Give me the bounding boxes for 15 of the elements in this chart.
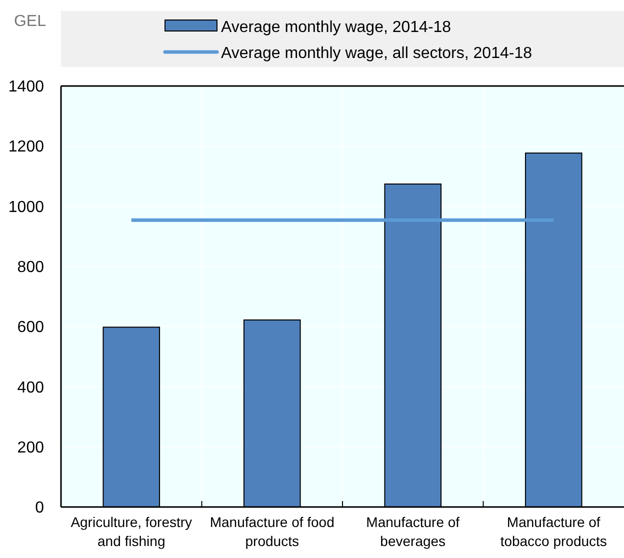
legend-label: Average monthly wage, all sectors, 2014-18 [221,45,532,62]
x-tick-label: Manufacture of beverages [366,514,460,549]
y-tick-label: 400 [17,379,44,396]
y-tick-label: 600 [17,319,44,336]
x-tick-label: Agriculture, forestry and fishing [70,514,192,549]
y-tick-label: 1200 [8,138,44,156]
y-tick-label: 800 [17,259,44,276]
y-tick-label: 200 [17,439,44,456]
y-tick-label: 1400 [8,78,44,96]
x-tick-label: Manufacture of food products [210,514,334,549]
y-axis-title: GEL [14,13,46,30]
y-tick-label: 0 [35,500,44,517]
y-tick-label: 1000 [8,198,44,216]
x-tick-label: Manufacture of tobacco products [500,514,607,549]
legend-label: Average monthly wage, 2014-18 [221,19,452,36]
